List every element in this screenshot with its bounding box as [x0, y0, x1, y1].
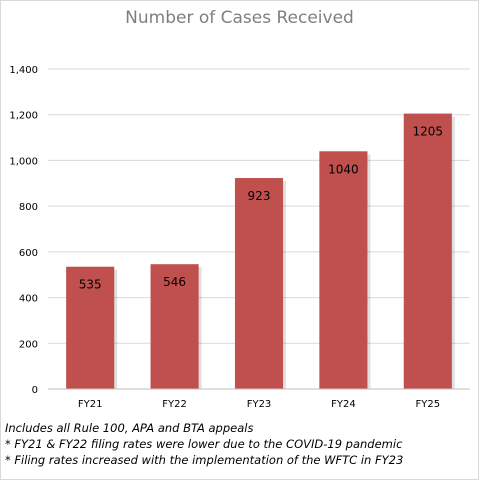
x-tick-label: FY22	[162, 399, 187, 410]
y-tick-label: 400	[19, 294, 38, 305]
y-tick-label: 800	[19, 202, 38, 213]
bar	[150, 264, 199, 389]
bar	[403, 113, 452, 390]
bar	[234, 178, 284, 389]
data-label: 535	[79, 278, 102, 292]
x-tick-label: FY23	[247, 399, 272, 410]
note-line: * Filing rates increased with the implem…	[5, 453, 404, 467]
bar	[319, 151, 368, 389]
x-tick-label: FY25	[416, 399, 441, 410]
y-tick-label: 600	[19, 248, 38, 259]
bar	[66, 266, 115, 389]
note-line: Includes all Rule 100, APA and BTA appea…	[5, 421, 254, 435]
note-line: * FY21 & FY22 filing rates were lower du…	[5, 437, 403, 451]
data-label: 1205	[413, 125, 444, 139]
data-label: 923	[248, 189, 271, 203]
x-tick-label: FY24	[331, 399, 356, 410]
y-tick-label: 1,400	[9, 65, 38, 76]
chart-notes: Includes all Rule 100, APA and BTA appea…	[5, 420, 475, 468]
y-tick-label: 1,200	[9, 111, 38, 122]
x-tick-label: FY21	[78, 399, 103, 410]
data-label: 1040	[328, 162, 359, 176]
y-tick-label: 200	[19, 339, 38, 350]
y-tick-label: 1,000	[9, 156, 38, 167]
data-label: 546	[163, 275, 186, 289]
chart-title: Number of Cases Received	[125, 8, 354, 28]
y-tick-label: 0	[32, 385, 38, 396]
